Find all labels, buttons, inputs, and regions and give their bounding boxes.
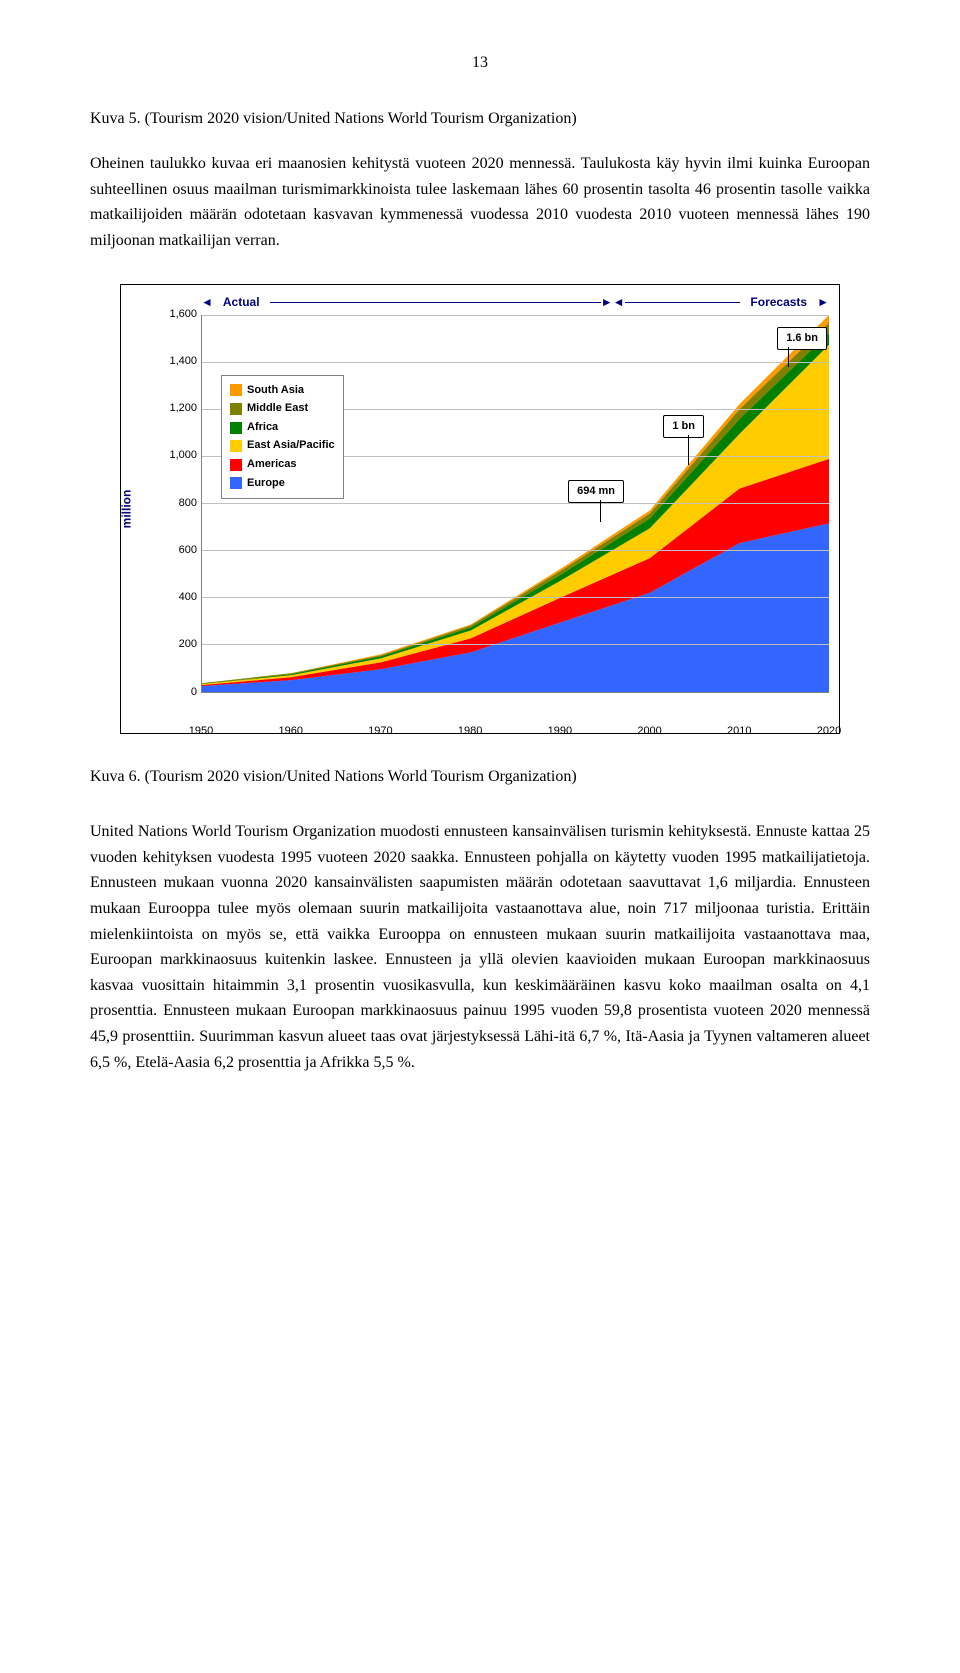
figure5-caption: Kuva 5. (Tourism 2020 vision/United Nati… bbox=[90, 106, 870, 132]
legend-label: South Asia bbox=[247, 382, 304, 400]
x-tick: 1950 bbox=[189, 723, 213, 741]
y-tick: 1,000 bbox=[169, 448, 197, 466]
x-tick: 2020 bbox=[817, 723, 841, 741]
x-tick: 1990 bbox=[548, 723, 572, 741]
legend-swatch bbox=[230, 440, 242, 452]
x-tick: 2010 bbox=[727, 723, 751, 741]
grid-line bbox=[202, 315, 829, 316]
tourism-forecast-chart: million ◄ Actual ► ◄ Forecasts ► 0 200 400… bbox=[120, 284, 840, 734]
grid-line bbox=[202, 644, 829, 645]
y-tick: 800 bbox=[179, 495, 197, 513]
paragraph-intro: Oheinen taulukko kuvaa eri maanosien keh… bbox=[90, 151, 870, 253]
legend-item: East Asia/Pacific bbox=[230, 437, 335, 455]
legend-label: Europe bbox=[247, 475, 285, 493]
x-tick: 1970 bbox=[368, 723, 392, 741]
y-tick: 400 bbox=[179, 589, 197, 607]
legend-swatch bbox=[230, 384, 242, 396]
paragraph-body: United Nations World Tourism Organizatio… bbox=[90, 819, 870, 1075]
legend-label: Middle East bbox=[247, 400, 308, 418]
y-tick: 600 bbox=[179, 542, 197, 560]
arrow-left-icon: ◄ bbox=[201, 293, 213, 312]
actual-label: Actual bbox=[213, 293, 270, 312]
legend-item: Middle East bbox=[230, 400, 335, 418]
forecasts-label: Forecasts bbox=[740, 293, 817, 312]
legend-swatch bbox=[230, 403, 242, 415]
y-axis-label: million bbox=[117, 489, 136, 528]
y-tick: 1,200 bbox=[169, 400, 197, 418]
page-number: 13 bbox=[90, 50, 870, 76]
arrow-split-right-icon: ◄ bbox=[613, 293, 625, 312]
grid-line bbox=[202, 597, 829, 598]
callout-1.6bn: 1.6 bn bbox=[777, 327, 827, 351]
callout-694mn: 694 mn bbox=[568, 480, 624, 504]
arrow-right-icon: ► bbox=[817, 293, 829, 312]
legend-item: South Asia bbox=[230, 382, 335, 400]
x-tick: 2000 bbox=[637, 723, 661, 741]
x-tick: 1980 bbox=[458, 723, 482, 741]
legend-item: Europe bbox=[230, 475, 335, 493]
grid-line bbox=[202, 550, 829, 551]
arrow-split-left-icon: ► bbox=[601, 293, 613, 312]
grid-line bbox=[202, 362, 829, 363]
y-tick: 1,600 bbox=[169, 306, 197, 324]
legend-label: East Asia/Pacific bbox=[247, 437, 335, 455]
y-axis: 02004006008001,0001,2001,4001,600 bbox=[151, 315, 201, 693]
legend-item: Americas bbox=[230, 456, 335, 474]
legend-label: Americas bbox=[247, 456, 297, 474]
legend-swatch bbox=[230, 459, 242, 471]
x-tick: 1960 bbox=[278, 723, 302, 741]
legend-swatch bbox=[230, 477, 242, 489]
y-tick: 1,400 bbox=[169, 353, 197, 371]
legend-label: Africa bbox=[247, 419, 278, 437]
figure6-caption: Kuva 6. (Tourism 2020 vision/United Nati… bbox=[90, 764, 870, 790]
callout-1bn: 1 bn bbox=[663, 415, 704, 439]
chart-legend: South AsiaMiddle EastAfricaEast Asia/Pac… bbox=[221, 375, 344, 500]
grid-line bbox=[202, 503, 829, 504]
legend-item: Africa bbox=[230, 419, 335, 437]
y-tick: 200 bbox=[179, 637, 197, 655]
y-tick: 0 bbox=[191, 684, 197, 702]
plot-area bbox=[201, 315, 829, 693]
legend-swatch bbox=[230, 422, 242, 434]
